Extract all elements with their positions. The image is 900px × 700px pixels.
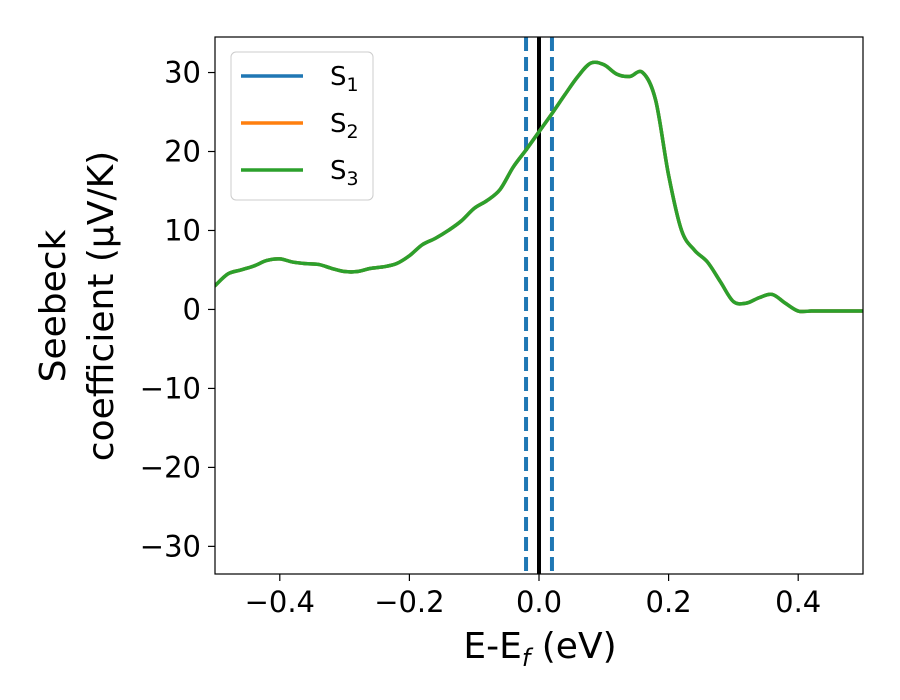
x-axis-title-unit: (eV) bbox=[530, 626, 616, 667]
series-s3-point bbox=[422, 244, 424, 246]
series-s3-point bbox=[551, 113, 553, 115]
legend-label-s2: S2 bbox=[330, 109, 359, 143]
series-s3-point bbox=[357, 271, 359, 273]
x-axis-title: E-Ef (eV) bbox=[463, 626, 616, 672]
series-s3-point bbox=[836, 310, 838, 312]
x-axis: −0.4 −0.2 0.0 0.2 0.4 bbox=[245, 574, 821, 619]
series-s3-point bbox=[784, 302, 786, 304]
series-s3-point bbox=[512, 167, 514, 169]
series-s3-point bbox=[447, 230, 449, 232]
x-tick-label: −0.2 bbox=[374, 585, 444, 619]
series-s3-point bbox=[473, 208, 475, 210]
series-s3-point bbox=[720, 281, 722, 283]
series-s3-point bbox=[590, 62, 592, 64]
series-s3-point bbox=[797, 310, 799, 312]
series-s3-point bbox=[331, 268, 333, 270]
series-s3-line bbox=[215, 60, 863, 314]
series-s3-point bbox=[707, 261, 709, 263]
series-layer bbox=[215, 60, 863, 314]
series-s3-point bbox=[616, 73, 618, 75]
y-tick-label: −20 bbox=[140, 450, 201, 484]
series-s3-point bbox=[240, 269, 242, 271]
legend-box bbox=[230, 51, 374, 201]
series-s3-point bbox=[344, 271, 346, 273]
series-s3-point bbox=[629, 76, 631, 78]
y-axis: −30 −20 −10 0 10 20 30 bbox=[140, 56, 215, 563]
series-s3-point bbox=[810, 310, 812, 312]
x-tick-label: 0.2 bbox=[646, 585, 692, 619]
series-s3-point bbox=[525, 149, 527, 151]
series-s3-point bbox=[292, 261, 294, 263]
series-s3-point bbox=[383, 266, 385, 268]
series-s3-point bbox=[668, 174, 670, 176]
y-tick-label: −30 bbox=[140, 529, 201, 563]
series-s3-point bbox=[642, 72, 644, 74]
y-tick-label: 10 bbox=[164, 213, 201, 247]
y-tick-label: 20 bbox=[164, 135, 201, 169]
legend-label-s1: S1 bbox=[330, 62, 359, 96]
series-s3-point bbox=[435, 238, 437, 240]
x-tick-label: 0.4 bbox=[775, 585, 821, 619]
series-s3-point bbox=[266, 260, 268, 262]
series-s3-point bbox=[538, 131, 540, 133]
series-s3-point bbox=[655, 99, 657, 101]
series-s3-point bbox=[279, 258, 281, 260]
series-s3-point bbox=[486, 200, 488, 202]
series-s3-point bbox=[771, 294, 773, 296]
series-s3-point bbox=[746, 302, 748, 304]
series-s3-point bbox=[694, 249, 696, 251]
series-s3-point bbox=[396, 263, 398, 265]
series-s3-point bbox=[499, 189, 501, 191]
series-s3-point bbox=[227, 273, 229, 275]
series-s3-point bbox=[733, 301, 735, 303]
legend-label-s3: S3 bbox=[330, 156, 359, 190]
x-tick-label: 0.0 bbox=[516, 585, 562, 619]
y-tick-label: −10 bbox=[140, 371, 201, 405]
series-s3 bbox=[215, 60, 863, 314]
series-s3-point bbox=[409, 255, 411, 257]
series-s3-point bbox=[681, 230, 683, 232]
series-s3-point bbox=[305, 263, 307, 265]
series-s3-point bbox=[759, 297, 761, 299]
legend: S1 S2 S3 bbox=[230, 51, 374, 201]
series-s3-point bbox=[577, 76, 579, 78]
x-axis-title-main: E-E bbox=[463, 626, 521, 667]
y-tick-label: 30 bbox=[164, 56, 201, 90]
vertical-reference-lines bbox=[524, 37, 554, 574]
series-s3-point bbox=[460, 220, 462, 222]
y-tick-label: 0 bbox=[183, 292, 201, 326]
series-s3-point bbox=[253, 265, 255, 267]
series-s3-point bbox=[849, 310, 851, 312]
series-s3-point bbox=[370, 268, 372, 270]
series-s3-point bbox=[603, 64, 605, 66]
y-axis-title-line2: coefficient (μV/K) bbox=[81, 151, 122, 461]
series-s3-point bbox=[823, 310, 825, 312]
y-axis-title: Seebeck coefficient (μV/K) bbox=[33, 151, 122, 461]
x-tick-label: −0.4 bbox=[245, 585, 315, 619]
y-axis-title-line1: Seebeck bbox=[33, 229, 74, 382]
series-s3-point bbox=[318, 264, 320, 266]
series-s3-point bbox=[564, 94, 566, 96]
